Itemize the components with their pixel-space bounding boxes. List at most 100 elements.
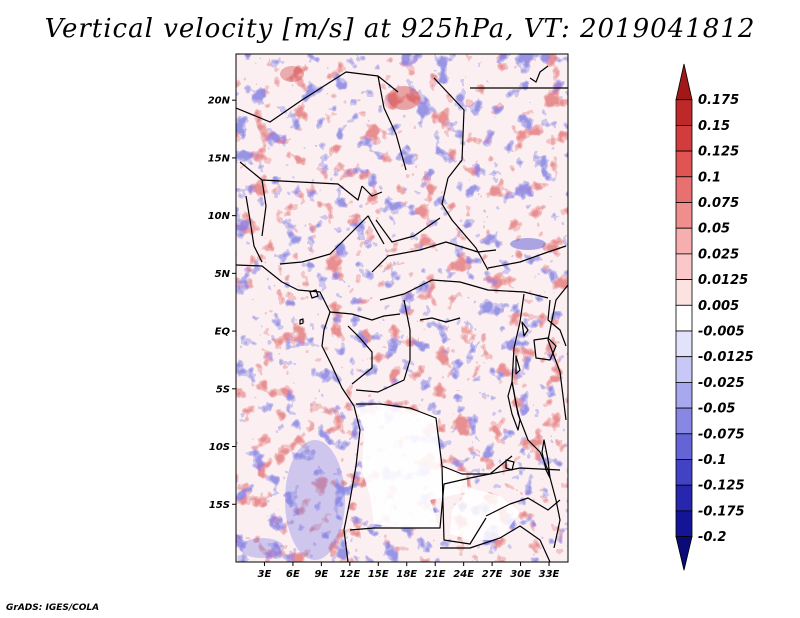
lat-tick-label: EQ bbox=[215, 327, 231, 338]
map-title: Vertical velocity [m/s] at 925hPa, VT: 2… bbox=[44, 14, 756, 44]
colorbar-segment bbox=[675, 125, 693, 152]
border-chad-sudan bbox=[441, 177, 489, 271]
border-mozambique bbox=[539, 451, 561, 549]
red-patch-northwest bbox=[280, 66, 304, 82]
border-benin-togo bbox=[245, 195, 263, 263]
lon-tick-label: 6E bbox=[286, 569, 300, 580]
lon-tick-label: 33E bbox=[539, 569, 560, 580]
lon-tick-label: 30E bbox=[510, 569, 531, 580]
colorbar-segment bbox=[675, 356, 693, 383]
colorbar-label: 0.075 bbox=[698, 196, 739, 211]
colorbar-label: 0.025 bbox=[698, 247, 739, 262]
colorbar-label: -0.1 bbox=[698, 453, 726, 468]
colorbar-segment bbox=[675, 510, 693, 537]
border-zambia-zimbabwe bbox=[485, 497, 561, 517]
lake-tanganyika bbox=[507, 381, 521, 431]
colorbar-segment bbox=[675, 433, 693, 460]
lon-tick-label: 9E bbox=[314, 569, 328, 580]
colorbar-label: 0.15 bbox=[698, 119, 730, 134]
lon-tick-label: 21E bbox=[425, 569, 446, 580]
colorbar-segment bbox=[675, 253, 693, 280]
border-gabon-congo bbox=[347, 325, 373, 385]
border-mali-burkina bbox=[261, 179, 267, 237]
colorbar-segment bbox=[675, 407, 693, 435]
colorbar-segment bbox=[675, 202, 693, 229]
lon-tick-label: 24E bbox=[453, 569, 474, 580]
country-borders bbox=[236, 65, 568, 562]
colorbar-segment bbox=[675, 330, 693, 358]
colorbar-label: -0.005 bbox=[698, 325, 745, 340]
border-botswana bbox=[440, 525, 551, 562]
colorbar-segment bbox=[675, 484, 693, 512]
lat-tick-label: 15S bbox=[209, 500, 230, 511]
border-angola-zambia bbox=[441, 465, 487, 545]
colorbar-segment bbox=[675, 304, 693, 332]
lat-tick-label: 10N bbox=[208, 211, 231, 222]
colorbar-segment bbox=[675, 381, 693, 409]
border-lake-chad bbox=[361, 185, 383, 197]
border-eritrea bbox=[529, 65, 549, 83]
colorbar-label: -0.2 bbox=[698, 530, 726, 545]
red-patch-sahara bbox=[388, 86, 420, 110]
river-congo bbox=[419, 317, 461, 323]
lon-tick-label: 12E bbox=[339, 569, 360, 580]
colorbar-label: -0.125 bbox=[698, 479, 745, 494]
calm-region-angola bbox=[356, 404, 468, 530]
border-algeria-niger bbox=[236, 71, 399, 123]
colorbar-label: 0.1 bbox=[698, 170, 721, 185]
longitude-axis: 3E 6E 9E 12E 15E 18E 21E 24E 27E 30E 33E bbox=[258, 562, 560, 580]
grads-credit: GrADS: IGES/COLA bbox=[6, 603, 100, 613]
lon-tick-label: 15E bbox=[368, 569, 389, 580]
colorbar-label: 0.125 bbox=[698, 145, 739, 160]
colorbar-label: -0.075 bbox=[698, 427, 745, 442]
colorbar-segment bbox=[675, 63, 693, 101]
border-car-drc bbox=[379, 279, 549, 301]
lon-tick-label: 3E bbox=[258, 569, 272, 580]
lake-kivu bbox=[515, 355, 521, 375]
map-frame bbox=[235, 53, 569, 563]
colorbar-segment bbox=[675, 150, 693, 178]
lat-tick-label: 10S bbox=[209, 442, 230, 453]
lat-tick-label: 5S bbox=[216, 384, 230, 395]
colorbar-label: 0.05 bbox=[698, 222, 730, 237]
border-congo-drc bbox=[355, 299, 411, 393]
blue-patch-south-sudan bbox=[510, 238, 546, 250]
colorbar-segment bbox=[675, 176, 693, 203]
colorbar-label: -0.025 bbox=[698, 376, 745, 391]
colorbar: 0.175 0.15 0.125 0.1 0.075 0.05 0.025 0.0125 0.0… bbox=[675, 63, 754, 571]
lat-tick-label: 5N bbox=[215, 269, 231, 280]
border-egypt-sudan bbox=[433, 77, 465, 179]
colorbar-label: -0.0125 bbox=[698, 350, 754, 365]
blue-band-bottom bbox=[240, 538, 284, 558]
lon-tick-label: 27E bbox=[482, 569, 503, 580]
lake-mweru bbox=[505, 459, 515, 471]
border-nigeria-cameroon bbox=[279, 215, 385, 265]
border-libya-niger bbox=[377, 75, 407, 171]
bioko-island bbox=[309, 289, 319, 299]
coastline-west bbox=[236, 264, 361, 562]
colorbar-segment bbox=[675, 459, 693, 486]
lake-albert bbox=[521, 321, 529, 337]
sao-tome-island bbox=[299, 318, 304, 325]
border-drc-angola bbox=[356, 403, 513, 475]
colorbar-segment bbox=[675, 99, 693, 126]
calm-region-south bbox=[450, 488, 520, 540]
lake-victoria bbox=[533, 337, 557, 361]
lat-tick-label: 20N bbox=[208, 96, 231, 107]
border-cameroon-gabon bbox=[329, 311, 401, 321]
border-uganda-kenya bbox=[547, 299, 567, 347]
lon-tick-label: 18E bbox=[396, 569, 417, 580]
colorbar-label: 0.0125 bbox=[698, 273, 748, 288]
colorbar-label: -0.05 bbox=[698, 402, 735, 417]
colorbar-segment bbox=[675, 227, 693, 255]
blue-band-southwest bbox=[285, 440, 345, 560]
border-cameroon-car bbox=[371, 241, 497, 273]
lake-malawi bbox=[541, 439, 551, 479]
colorbar-label: 0.175 bbox=[698, 93, 739, 108]
colorbar-label: 0.005 bbox=[698, 299, 739, 314]
map-panel bbox=[235, 53, 569, 563]
border-sudan-south-sudan bbox=[487, 245, 567, 269]
lat-tick-label: 15N bbox=[208, 153, 231, 164]
colorbar-segment bbox=[675, 536, 693, 571]
